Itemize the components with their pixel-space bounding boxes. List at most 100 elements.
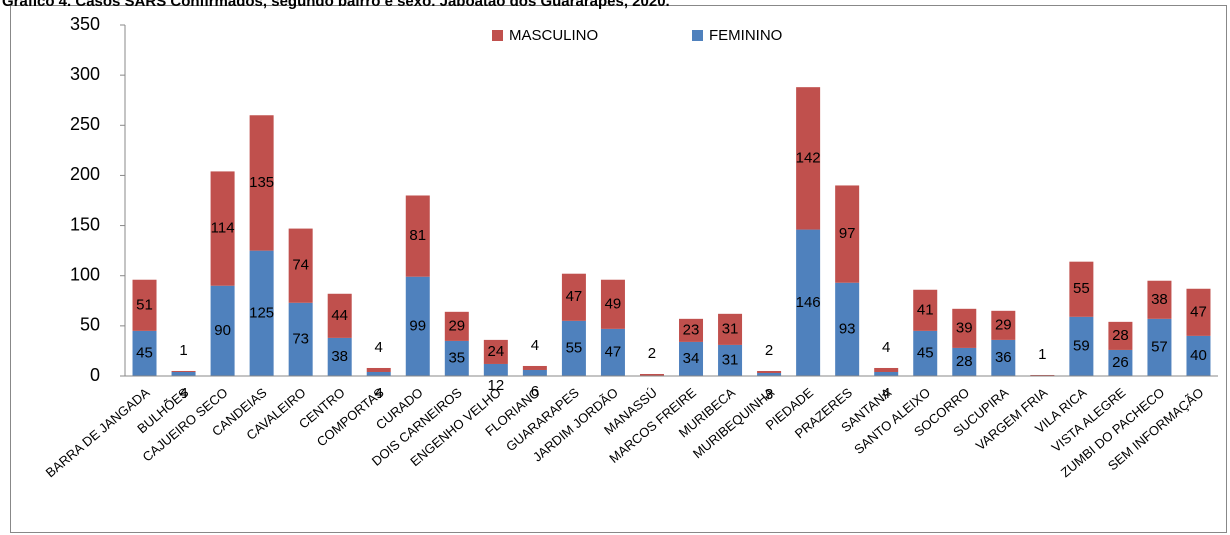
data-label: 45	[136, 344, 153, 361]
bar-segment	[1069, 316, 1094, 376]
y-tick-label: 250	[70, 114, 100, 134]
data-label: 114	[211, 220, 235, 237]
y-tick-label: 0	[90, 365, 100, 385]
bar-segment	[835, 185, 860, 283]
bar-segment	[718, 313, 743, 345]
bar-segment	[757, 370, 782, 373]
bar-segment	[366, 367, 391, 372]
data-label: 1	[1038, 346, 1046, 363]
bar-segment	[1147, 318, 1172, 376]
legend-label: MASCULINO	[509, 27, 598, 44]
data-label: 28	[956, 353, 973, 370]
data-label: 45	[917, 344, 934, 361]
bar-segment	[600, 328, 625, 376]
bar-segment	[327, 337, 352, 376]
data-label: 57	[1151, 338, 1168, 355]
bar-segment	[796, 229, 821, 376]
bar-segment	[522, 369, 547, 376]
y-tick-label: 100	[70, 264, 100, 284]
chart-title: Gráfico 4. Casos SARS Confirmados, segun…	[2, 0, 670, 10]
bar-segment	[483, 363, 508, 376]
data-label: 24	[487, 343, 504, 360]
bar-segment	[366, 371, 391, 376]
y-tick-label: 50	[80, 315, 100, 335]
bar-segment	[444, 311, 469, 341]
bar-segment	[835, 282, 860, 376]
data-label: 29	[995, 316, 1012, 333]
data-label: 1	[179, 342, 187, 359]
y-tick-label: 350	[70, 14, 100, 34]
bar-segment	[132, 279, 157, 331]
bar-segment	[991, 310, 1016, 340]
data-label: 93	[839, 320, 856, 337]
bar-segment	[913, 330, 938, 376]
bar-segment	[288, 228, 313, 303]
data-label: 35	[448, 349, 465, 366]
y-tick-label: 200	[70, 164, 100, 184]
bar-segment	[1108, 321, 1133, 350]
data-label: 38	[331, 348, 348, 365]
data-label: 4	[882, 339, 890, 356]
data-label: 4	[375, 339, 383, 356]
data-label: 146	[796, 294, 821, 311]
bar-segment	[1030, 374, 1055, 376]
bar-segment	[444, 340, 469, 376]
data-label: 3	[765, 386, 773, 403]
data-label: 44	[331, 307, 348, 324]
bar-segment	[561, 273, 586, 321]
y-tick-label: 300	[70, 64, 100, 84]
data-label: 97	[839, 225, 856, 242]
bar-segment	[1186, 335, 1211, 376]
data-label: 55	[1073, 280, 1090, 297]
bar-segment	[132, 330, 157, 376]
bar-segment	[718, 344, 743, 376]
bar-segment	[483, 339, 508, 364]
bar-segment	[249, 115, 274, 251]
bar-segment	[1147, 280, 1172, 319]
data-label: 2	[648, 345, 656, 362]
bar-segment	[1108, 349, 1133, 376]
bar-segment	[639, 373, 664, 376]
bar-segment	[405, 195, 430, 277]
data-label: 74	[292, 257, 309, 274]
bar-segment	[522, 365, 547, 370]
legend-swatch	[692, 30, 703, 41]
data-label: 23	[683, 321, 700, 338]
bar-segment	[1069, 261, 1094, 317]
bar-segment	[952, 347, 977, 376]
x-tick-label: COMPORTAS	[314, 385, 387, 450]
bar-segment	[288, 302, 313, 376]
data-label: 125	[249, 304, 274, 321]
data-label: 40	[1190, 347, 1207, 364]
data-label: 142	[796, 149, 821, 166]
bar-segment	[327, 293, 352, 338]
data-label: 59	[1073, 337, 1090, 354]
bar-segment	[171, 370, 196, 372]
x-tick-label: BARRA DE JANGADA	[43, 385, 153, 481]
bar-segment	[874, 371, 899, 376]
data-label: 4	[882, 385, 890, 402]
data-label: 49	[605, 295, 622, 312]
data-label: 6	[531, 383, 539, 400]
data-label: 90	[214, 322, 231, 339]
data-label: 47	[1190, 303, 1207, 320]
bar-segment	[405, 276, 430, 376]
data-label: 34	[683, 350, 700, 367]
data-label: 12	[487, 377, 504, 394]
data-label: 31	[722, 320, 739, 337]
bar-segment	[1186, 288, 1211, 336]
data-label: 41	[917, 301, 934, 318]
data-label: 39	[956, 319, 973, 336]
data-label: 55	[566, 339, 583, 356]
bar-segment	[171, 371, 196, 376]
bar-segment	[210, 285, 235, 376]
bar-segment	[913, 289, 938, 331]
bar-segment	[561, 320, 586, 376]
bar-segment	[796, 87, 821, 230]
data-label: 31	[722, 351, 739, 368]
bar-segment	[991, 339, 1016, 376]
data-label: 99	[409, 317, 426, 334]
legend-swatch	[492, 30, 503, 41]
y-tick-label: 150	[70, 214, 100, 234]
